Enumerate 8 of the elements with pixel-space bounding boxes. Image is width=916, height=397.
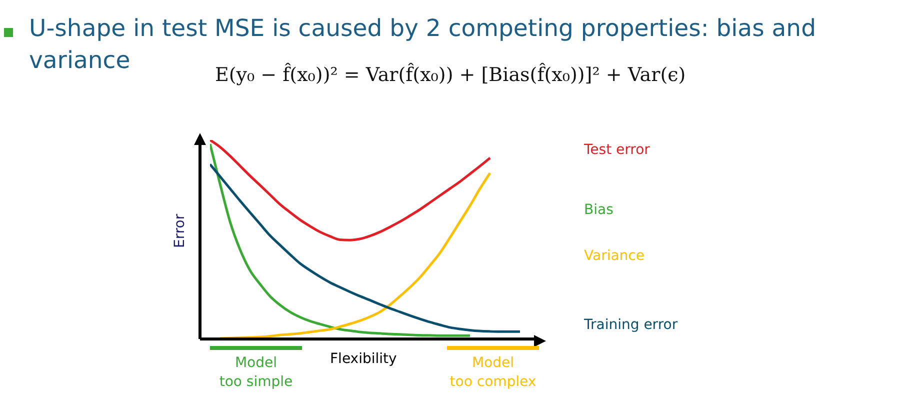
text: Model too simple — [218, 354, 294, 392]
x-axis-title: Flexibility — [330, 351, 397, 367]
y-axis-title: Error — [172, 214, 188, 248]
text: Variance — [584, 248, 644, 264]
text: Training error — [584, 317, 678, 333]
text: Model too complex — [448, 354, 538, 392]
text: Bias — [584, 202, 614, 218]
text: Test error — [584, 142, 650, 158]
